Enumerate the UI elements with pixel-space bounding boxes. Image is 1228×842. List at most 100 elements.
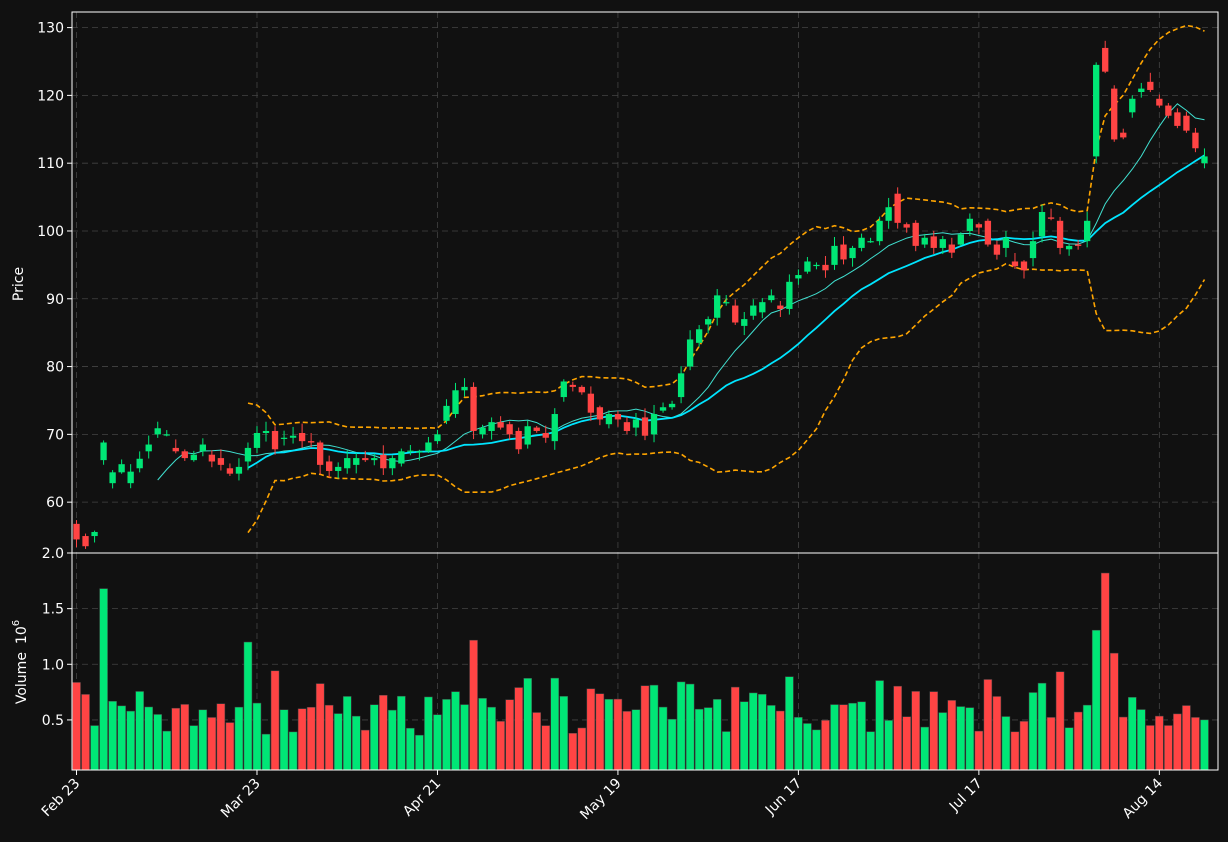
candle-body (208, 454, 216, 462)
volume-bar (90, 725, 99, 771)
candle (768, 289, 775, 303)
volume-tick-label: 1.0 (42, 657, 64, 673)
volume-bar (703, 707, 713, 771)
candle-body (262, 430, 270, 434)
candle-body (136, 458, 143, 469)
volume-bar (685, 683, 695, 771)
candle (795, 269, 802, 285)
volume-bar (839, 704, 848, 771)
candle-body (434, 434, 441, 442)
candle (380, 445, 387, 475)
candle-body (867, 241, 874, 243)
candle (1002, 230, 1010, 258)
volume-bar (1100, 572, 1110, 771)
price-grid (72, 12, 1218, 553)
candle-body (1002, 237, 1010, 248)
volume-bar (315, 683, 325, 771)
candle-body (298, 433, 306, 442)
candle-body (822, 264, 829, 271)
candle-body (1129, 98, 1136, 113)
volume-bar (776, 710, 785, 771)
candle-body (1192, 132, 1199, 149)
volume-bar (532, 712, 541, 771)
ma-fast-line (157, 103, 1205, 481)
volume-bar (1073, 711, 1083, 771)
volume-bar (676, 681, 686, 771)
candle-body (425, 442, 432, 452)
candle (1156, 94, 1163, 108)
volume-bar (460, 704, 469, 771)
volume-bar (1082, 704, 1092, 771)
volume-bar (758, 694, 767, 771)
candle-body (506, 424, 513, 435)
volume-bar (180, 704, 190, 771)
candle-body (353, 458, 360, 465)
volume-bar (243, 641, 253, 771)
candle-body (614, 414, 622, 420)
volume-bar (541, 725, 551, 771)
candle-body (912, 222, 919, 246)
volume-bar (72, 682, 81, 771)
candle (840, 236, 847, 265)
candle-body (930, 236, 937, 248)
candle (957, 232, 964, 246)
candle-body (416, 451, 423, 453)
volume-bar (433, 714, 442, 771)
candle (849, 245, 856, 267)
candle-body (1183, 115, 1190, 131)
volume-bar (108, 701, 117, 771)
candle (497, 416, 504, 430)
volume-bar (297, 708, 307, 771)
volume-bar (370, 704, 379, 771)
price-tick-label: 130 (37, 21, 64, 37)
price-tick-label: 70 (46, 427, 64, 443)
volume-bar (1037, 682, 1047, 771)
volume-bar (1010, 731, 1020, 771)
volume-bar (99, 588, 108, 771)
candle-body (650, 414, 658, 435)
candle-body (1165, 105, 1172, 116)
candle-body (380, 454, 387, 469)
candle-body (533, 427, 540, 431)
candle (452, 382, 459, 418)
candle-body (551, 414, 558, 442)
candle-body (443, 405, 450, 421)
volume-bar (649, 684, 659, 771)
candle (524, 420, 531, 449)
volume-bar (1064, 727, 1074, 771)
volume-bar (153, 714, 162, 771)
candle-body (668, 403, 676, 408)
price-tick-label: 100 (37, 224, 64, 240)
candle-body (849, 247, 856, 259)
volume-bar (487, 706, 496, 771)
volume-bar (415, 734, 424, 771)
candle (876, 216, 883, 246)
candle (335, 462, 342, 479)
candle-body (948, 244, 955, 253)
candle-body (497, 422, 504, 428)
candle (786, 274, 793, 315)
volume-bar (1091, 629, 1101, 771)
volume-bar (965, 707, 975, 771)
candle-body (172, 447, 179, 452)
candle (82, 533, 89, 549)
candle-body (1029, 241, 1037, 259)
candle (930, 230, 937, 254)
volume-bar (938, 712, 948, 771)
candle (190, 450, 197, 462)
volume-bar (920, 726, 929, 771)
candle (362, 450, 369, 462)
volume-bar (803, 723, 812, 771)
candle-body (515, 430, 522, 450)
volume-bar (424, 696, 433, 771)
candle (1020, 260, 1028, 279)
volume-bar (1146, 725, 1155, 771)
volume-bar (604, 698, 614, 771)
volume-bar (279, 709, 289, 771)
candle (921, 233, 928, 248)
candle-body (253, 433, 261, 448)
candle (750, 299, 757, 320)
candle-body (470, 386, 477, 431)
volume-bar (351, 715, 361, 771)
candle-body (1074, 244, 1082, 246)
